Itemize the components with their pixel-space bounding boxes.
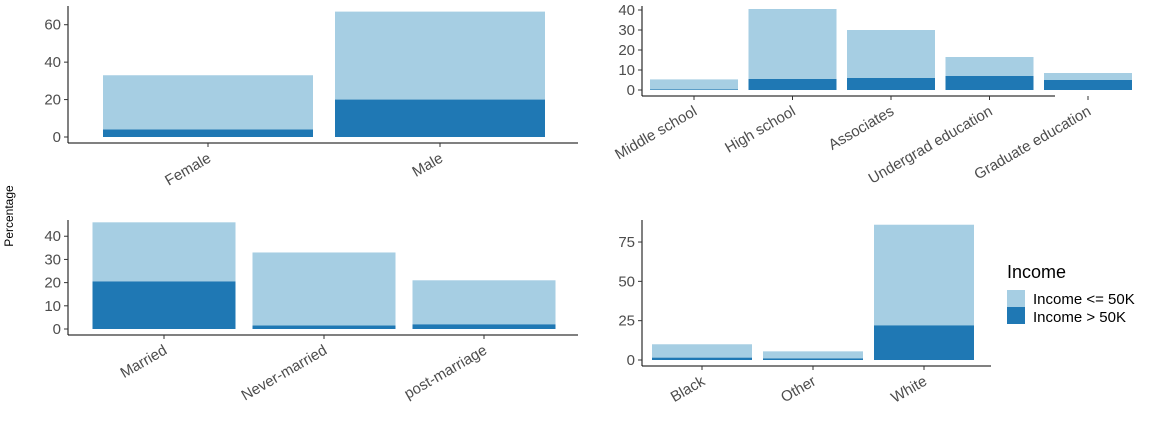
bar-married-le-50k (92, 222, 236, 282)
bar-graduate-education-gt-50k (1044, 80, 1132, 90)
bar-white-le-50k (874, 224, 974, 326)
bar-other-le-50k (763, 351, 863, 359)
y-tick-label: 25 (618, 313, 635, 330)
y-tick-label: 0 (53, 321, 61, 338)
bar-high-school-le-50k (748, 9, 837, 79)
bar-never-married-le-50k (252, 252, 396, 326)
legend-label-le-50k: Income <= 50K (1033, 291, 1135, 308)
y-tick-label: 20 (618, 42, 635, 59)
y-tick-label: 20 (44, 275, 61, 292)
x-tick-label: White (888, 373, 930, 407)
bar-female-le-50k (103, 75, 313, 130)
y-axis-label: Percentage (2, 185, 16, 247)
x-tick-label: Never-married (238, 342, 330, 405)
bar-other-gt-50k (763, 358, 863, 360)
bar-married-gt-50k (92, 281, 236, 329)
bar-male-le-50k (335, 11, 545, 100)
y-tick-label: 0 (627, 82, 635, 99)
bar-black-le-50k (652, 344, 752, 358)
bar-male-gt-50k (335, 99, 545, 137)
x-tick-label: Black (668, 372, 709, 405)
panel-race: 0 25 50 75 Black Other White (618, 220, 991, 407)
bar-undergrad-education-le-50k (945, 57, 1034, 76)
y-tick-label: 0 (53, 129, 61, 146)
legend-swatch-le-50k (1007, 290, 1025, 307)
y-tick-label: 20 (44, 92, 61, 109)
bar-post-marriage-le-50k (412, 280, 556, 325)
bar-high-school-gt-50k (748, 79, 837, 90)
legend: Income Income <= 50K Income > 50K (1007, 262, 1135, 326)
x-tick-label: Associates (826, 103, 897, 154)
legend-title: Income (1007, 262, 1066, 282)
y-tick-label: 10 (44, 298, 61, 315)
bar-undergrad-education-gt-50k (945, 76, 1034, 90)
x-tick-label: Male (409, 150, 446, 181)
bar-white-gt-50k (874, 325, 974, 360)
x-tick-label: High school (722, 103, 798, 157)
bar-female-gt-50k (103, 129, 313, 137)
legend-swatch-gt-50k (1007, 307, 1025, 324)
x-tick-label: Middle school (612, 103, 700, 164)
legend-label-gt-50k: Income > 50K (1033, 309, 1126, 326)
y-tick-label: 75 (618, 234, 635, 251)
bar-associates-le-50k (847, 30, 935, 78)
y-tick-label: 30 (618, 22, 635, 39)
bar-associates-gt-50k (847, 78, 935, 90)
bar-middle-school-gt-50k (650, 89, 738, 90)
bar-graduate-education-le-50k (1044, 73, 1132, 80)
panel-sex: 0 20 40 60 Female Male (44, 6, 578, 189)
bar-post-marriage-gt-50k (412, 324, 556, 329)
x-tick-label: post-marriage (401, 342, 490, 403)
y-tick-label: 10 (618, 62, 635, 79)
y-tick-label: 50 (618, 273, 635, 290)
panel-education: 0 10 20 30 40 Middle school High school Associa… (612, 2, 1132, 188)
bar-middle-school-le-50k (650, 79, 738, 90)
x-tick-label: Female (162, 150, 214, 190)
y-tick-label: 40 (44, 228, 61, 245)
x-tick-label: Other (778, 373, 819, 406)
y-tick-label: 0 (627, 352, 635, 369)
y-tick-label: 30 (44, 251, 61, 268)
bar-never-married-gt-50k (252, 325, 396, 329)
x-tick-label: Married (117, 342, 170, 382)
bar-black-gt-50k (652, 357, 752, 360)
y-tick-label: 40 (618, 2, 635, 19)
panel-marital-status: 0 10 20 30 40 Married Never-married post-marria… (44, 220, 578, 404)
y-tick-label: 60 (44, 17, 61, 34)
chart-panels: 0 20 40 60 Female Male 0 10 20 30 40 Middle school H… (44, 2, 1132, 407)
y-tick-label: 40 (44, 54, 61, 71)
